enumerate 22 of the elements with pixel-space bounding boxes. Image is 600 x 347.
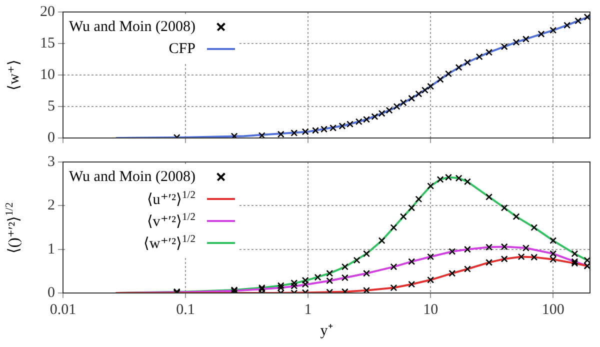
legend-label: Wu and Moin (2008) (69, 18, 196, 36)
y-tick-label: 15 (40, 35, 55, 52)
y-tick-label: 1 (48, 241, 55, 258)
x-axis-title: y⁺ (320, 322, 333, 340)
y-tick-label: 10 (40, 66, 55, 83)
x-tick-label: 10 (423, 302, 438, 318)
y-tick-label: 5 (48, 98, 55, 114)
legend-label: ⟨w⁺′²⟩$^{1/2}$ (143, 234, 196, 252)
legend-label: ⟨v⁺′²⟩$^{1/2}$ (146, 212, 196, 230)
x-tick-label: 0.01 (50, 302, 76, 318)
y-tick-label: 3 (48, 154, 55, 170)
y-tick-label: 0 (48, 130, 55, 146)
y-tick-label: 20 (40, 4, 55, 20)
legend-label: ⟨u⁺′²⟩$^{1/2}$ (146, 190, 196, 208)
y-tick-label: 0 (48, 284, 55, 301)
x-tick-label: 0.1 (176, 302, 195, 318)
legend-label: Wu and Moin (2008) (69, 168, 196, 186)
legend-label: CFP (168, 40, 196, 58)
y-axis-title: ⟨w⁺⟩ (6, 60, 24, 90)
x-tick-label: 1 (304, 302, 312, 318)
x-tick-label: 100 (542, 302, 564, 318)
y-tick-label: 2 (48, 198, 55, 214)
